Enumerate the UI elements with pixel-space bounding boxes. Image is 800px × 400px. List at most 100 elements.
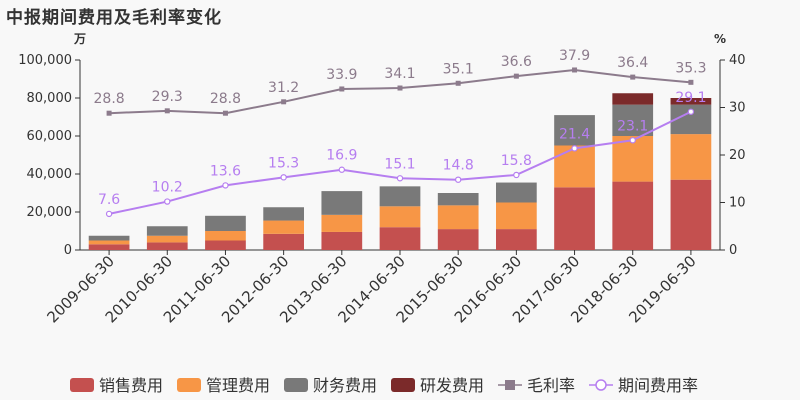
legend-swatch-circle bbox=[595, 379, 607, 391]
y-right-tick-label: 40 bbox=[729, 53, 746, 68]
legend-swatch-square bbox=[505, 380, 515, 390]
line-point-square bbox=[397, 85, 403, 91]
line-point-circle bbox=[513, 171, 520, 179]
bar-0 bbox=[379, 227, 421, 250]
line-point-circle bbox=[222, 182, 229, 189]
y-left-unit: 万 bbox=[73, 32, 86, 46]
data-label: 31.2 bbox=[268, 80, 299, 96]
bar-3 bbox=[612, 93, 654, 105]
legend-label: 财务费用 bbox=[313, 376, 377, 395]
legend-label: 销售费用 bbox=[99, 376, 163, 395]
bar-2 bbox=[554, 115, 595, 146]
bar-1 bbox=[554, 145, 595, 188]
bar-2 bbox=[263, 207, 304, 221]
line-point-circle bbox=[105, 210, 113, 218]
line-point-square bbox=[688, 79, 694, 85]
data-label: 16.9 bbox=[326, 148, 357, 164]
line-point-square bbox=[164, 108, 170, 114]
data-label: 35.1 bbox=[443, 61, 474, 77]
data-label: 23.1 bbox=[617, 118, 648, 134]
bar-0 bbox=[146, 242, 188, 250]
y-left-tick-label: 100,000 bbox=[18, 53, 72, 68]
legend-swatch-bar bbox=[70, 378, 94, 392]
bar-1 bbox=[321, 214, 363, 232]
data-label: 15.1 bbox=[384, 156, 415, 172]
bar-0 bbox=[205, 240, 246, 250]
bar-0 bbox=[554, 187, 595, 250]
y-left-tick-label: 60,000 bbox=[27, 129, 73, 144]
legend-label: 研发费用 bbox=[420, 376, 484, 395]
bar-1 bbox=[670, 134, 712, 180]
data-label: 28.8 bbox=[94, 91, 125, 107]
y-right-tick-label: 0 bbox=[729, 243, 737, 258]
bar-1 bbox=[379, 206, 421, 228]
data-label: 13.6 bbox=[210, 163, 241, 179]
data-label: 35.3 bbox=[675, 60, 706, 76]
bar-0 bbox=[88, 244, 130, 250]
bar-0 bbox=[263, 233, 304, 250]
line-point-square bbox=[106, 110, 112, 116]
data-label: 34.1 bbox=[384, 66, 415, 82]
bar-0 bbox=[321, 231, 363, 250]
y-right-tick-label: 30 bbox=[729, 101, 746, 116]
bar-2 bbox=[88, 235, 130, 241]
data-label: 29.3 bbox=[152, 89, 183, 105]
data-label: 10.2 bbox=[152, 180, 183, 196]
bar-1 bbox=[88, 240, 130, 245]
y-left-tick-label: 40,000 bbox=[27, 167, 73, 182]
data-label: 21.4 bbox=[559, 126, 590, 142]
y-left-tick-label: 20,000 bbox=[27, 205, 73, 220]
line-point-circle bbox=[687, 108, 695, 115]
bar-1 bbox=[496, 202, 537, 230]
bar-2 bbox=[379, 186, 421, 207]
data-label: 15.3 bbox=[268, 155, 299, 171]
line-point-circle bbox=[629, 137, 636, 144]
bar-0 bbox=[496, 229, 537, 250]
legend-swatch-bar bbox=[391, 378, 415, 392]
y-right-tick-label: 20 bbox=[729, 148, 746, 163]
line-point-square bbox=[339, 86, 345, 92]
bar-0 bbox=[612, 181, 654, 250]
y-right-unit: % bbox=[714, 32, 726, 46]
line-point-square bbox=[281, 99, 287, 105]
bar-2 bbox=[437, 193, 479, 206]
bar-2 bbox=[321, 191, 363, 215]
data-label: 14.8 bbox=[443, 158, 474, 174]
line-point-square bbox=[513, 73, 519, 79]
bar-3 bbox=[670, 98, 712, 105]
line-point-circle bbox=[280, 174, 287, 181]
line-point-square bbox=[630, 74, 636, 80]
data-label: 37.9 bbox=[559, 48, 590, 64]
legend-label: 期间费用率 bbox=[618, 376, 698, 395]
data-label: 36.4 bbox=[617, 55, 648, 71]
legend-swatch-bar bbox=[284, 378, 308, 392]
bar-2 bbox=[496, 182, 537, 203]
data-label: 36.6 bbox=[501, 54, 532, 70]
bar-1 bbox=[437, 205, 479, 230]
line-point-circle bbox=[571, 145, 578, 152]
data-label: 29.1 bbox=[675, 90, 706, 106]
line-point-square bbox=[222, 110, 228, 116]
legend-label: 毛利率 bbox=[527, 376, 575, 395]
data-label: 33.9 bbox=[326, 67, 357, 83]
legend-swatch-bar bbox=[177, 378, 201, 392]
line-point-circle bbox=[396, 175, 404, 182]
chart-title: 中报期间费用及毛利率变化 bbox=[6, 8, 222, 28]
data-label: 7.6 bbox=[98, 192, 120, 208]
data-label: 15.8 bbox=[501, 153, 532, 169]
bar-1 bbox=[263, 220, 304, 234]
bar-2 bbox=[612, 104, 654, 136]
bar-1 bbox=[612, 136, 654, 182]
line-point-circle bbox=[164, 198, 171, 205]
data-label: 28.8 bbox=[210, 91, 241, 107]
line-point-circle bbox=[338, 166, 346, 173]
y-left-tick-label: 80,000 bbox=[27, 91, 73, 106]
bar-1 bbox=[205, 231, 246, 241]
bar-0 bbox=[437, 229, 479, 250]
line-point-square bbox=[455, 80, 461, 86]
bar-2 bbox=[205, 215, 246, 231]
y-right-tick-label: 10 bbox=[729, 196, 746, 211]
legend-label: 管理费用 bbox=[206, 376, 270, 395]
bar-1 bbox=[146, 235, 188, 243]
bar-0 bbox=[670, 179, 712, 250]
